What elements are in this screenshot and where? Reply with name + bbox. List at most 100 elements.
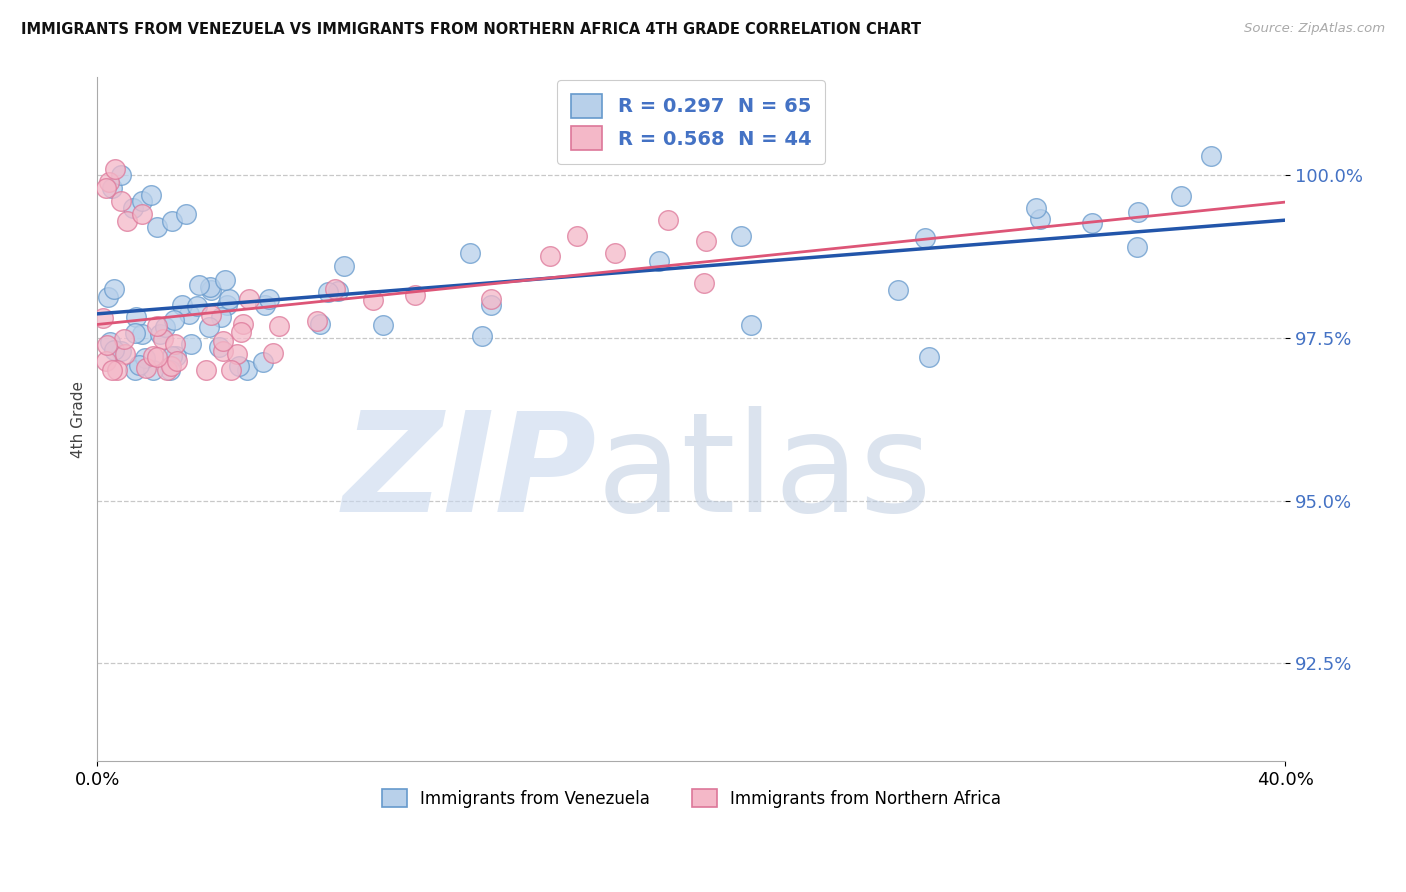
Legend: Immigrants from Venezuela, Immigrants from Northern Africa: Immigrants from Venezuela, Immigrants fr… — [375, 782, 1008, 814]
Point — [124, 363, 146, 377]
Point — [918, 351, 941, 365]
Y-axis label: 4th Grade: 4th Grade — [72, 381, 86, 458]
Point — [361, 293, 384, 307]
Point — [131, 326, 153, 341]
Point — [166, 353, 188, 368]
Point — [107, 362, 129, 376]
Point — [200, 308, 222, 322]
Point — [238, 292, 260, 306]
Point — [198, 320, 221, 334]
Point — [567, 229, 589, 244]
Point — [326, 285, 349, 299]
Point — [180, 336, 202, 351]
Point — [479, 292, 502, 306]
Point — [110, 168, 132, 182]
Point — [100, 363, 122, 377]
Point — [914, 230, 936, 244]
Point — [177, 307, 200, 321]
Point — [110, 194, 132, 208]
Point — [159, 359, 181, 374]
Point — [257, 292, 280, 306]
Point — [219, 363, 242, 377]
Point — [101, 181, 124, 195]
Text: ZIP: ZIP — [342, 407, 596, 541]
Point — [693, 277, 716, 291]
Point — [91, 310, 114, 325]
Point — [404, 287, 426, 301]
Point — [1170, 189, 1192, 203]
Point — [160, 213, 183, 227]
Point — [104, 161, 127, 176]
Point — [187, 277, 209, 292]
Point — [211, 344, 233, 359]
Text: atlas: atlas — [596, 407, 932, 541]
Point — [131, 194, 153, 208]
Point — [208, 340, 231, 354]
Point — [887, 283, 910, 297]
Point — [156, 363, 179, 377]
Point — [1199, 148, 1222, 162]
Point — [657, 213, 679, 227]
Point — [124, 326, 146, 340]
Point — [648, 254, 671, 268]
Point — [145, 319, 167, 334]
Point — [1081, 216, 1104, 230]
Point — [160, 349, 183, 363]
Point — [98, 175, 121, 189]
Point — [122, 201, 145, 215]
Point — [103, 282, 125, 296]
Point — [228, 359, 250, 373]
Point — [97, 290, 120, 304]
Point — [267, 318, 290, 333]
Point — [128, 359, 150, 373]
Point — [1029, 211, 1052, 226]
Point — [110, 343, 132, 358]
Point — [163, 336, 186, 351]
Point — [471, 328, 494, 343]
Point — [458, 246, 481, 260]
Point — [225, 347, 247, 361]
Point — [125, 310, 148, 325]
Point — [176, 207, 198, 221]
Point — [209, 310, 232, 324]
Point — [142, 363, 165, 377]
Point — [740, 318, 762, 332]
Point — [479, 298, 502, 312]
Point — [1125, 240, 1147, 254]
Point — [149, 327, 172, 342]
Point — [323, 282, 346, 296]
Text: IMMIGRANTS FROM VENEZUELA VS IMMIGRANTS FROM NORTHERN AFRICA 4TH GRADE CORRELATI: IMMIGRANTS FROM VENEZUELA VS IMMIGRANTS … — [21, 22, 921, 37]
Point — [332, 259, 354, 273]
Point — [218, 293, 240, 307]
Point — [214, 273, 236, 287]
Point — [172, 297, 194, 311]
Point — [198, 279, 221, 293]
Point — [112, 331, 135, 345]
Point — [254, 298, 277, 312]
Point — [152, 332, 174, 346]
Point — [114, 347, 136, 361]
Point — [139, 187, 162, 202]
Point — [236, 363, 259, 377]
Point — [145, 220, 167, 235]
Point — [316, 285, 339, 299]
Point — [134, 351, 156, 365]
Point — [159, 363, 181, 377]
Point — [135, 361, 157, 376]
Point — [538, 249, 561, 263]
Point — [96, 338, 118, 352]
Point — [162, 313, 184, 327]
Point — [115, 213, 138, 227]
Point — [200, 284, 222, 298]
Point — [186, 299, 208, 313]
Point — [142, 349, 165, 363]
Point — [98, 334, 121, 349]
Point — [211, 334, 233, 348]
Point — [103, 343, 125, 357]
Point — [131, 207, 153, 221]
Point — [730, 229, 752, 244]
Point — [231, 317, 253, 331]
Point — [307, 314, 329, 328]
Point — [153, 320, 176, 334]
Point — [252, 354, 274, 368]
